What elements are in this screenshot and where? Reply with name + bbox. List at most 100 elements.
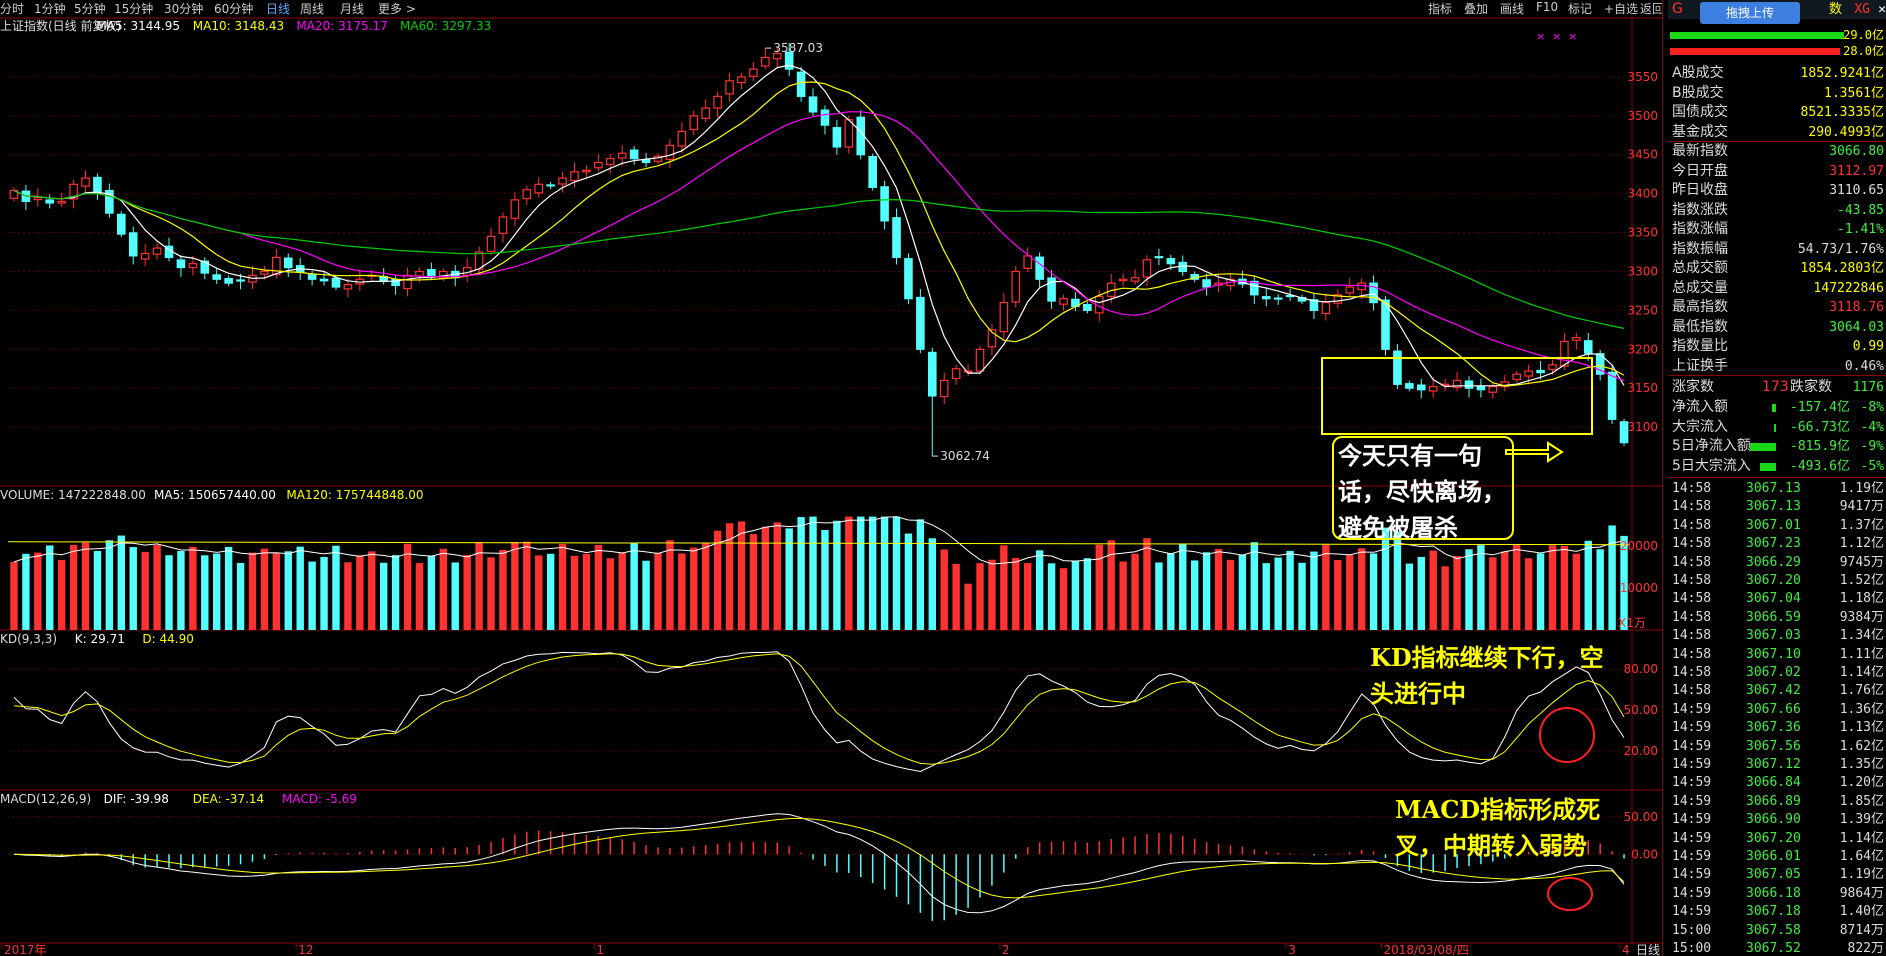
candle-body bbox=[1476, 385, 1486, 391]
annotation-marks: 3587.03 3062.74 × × × bbox=[765, 30, 1595, 911]
volume-bar bbox=[475, 542, 483, 630]
volume-bar bbox=[22, 553, 30, 630]
volume-bar bbox=[1560, 546, 1569, 630]
tick-row: 14:59 3067.66 1.36亿 bbox=[1668, 701, 1886, 719]
tab-period[interactable]: 周线 bbox=[300, 2, 325, 16]
volume-bar bbox=[391, 555, 400, 630]
flow-row: 净流入额 -157.4亿 -8% bbox=[1668, 398, 1886, 417]
info-label: 最高指数 bbox=[1672, 299, 1728, 315]
candle-body bbox=[1250, 280, 1259, 296]
candle-body bbox=[534, 183, 544, 194]
candle-body bbox=[45, 199, 55, 204]
volume-bar bbox=[1429, 550, 1437, 630]
y-tick-label: 3300 bbox=[1627, 264, 1658, 278]
tick-time: 14:59 bbox=[1672, 812, 1712, 828]
info-row: B股成交 1.3561亿 bbox=[1668, 84, 1886, 103]
x-tick-label: 2018/03/08/四 bbox=[1384, 943, 1469, 956]
candle-body bbox=[188, 263, 198, 269]
candle-body bbox=[343, 284, 353, 290]
tick-row: 14:59 3066.84 1.20亿 bbox=[1668, 774, 1886, 792]
bar-fill bbox=[1670, 48, 1840, 55]
tool-button[interactable]: 画线 bbox=[1500, 2, 1525, 16]
candle-body bbox=[1500, 381, 1510, 388]
tool-button[interactable]: F10 bbox=[1536, 0, 1559, 14]
volume-bar bbox=[415, 563, 424, 630]
tick-volume: 8714万 bbox=[1839, 922, 1884, 938]
volume-bar bbox=[141, 551, 149, 630]
volume-bar bbox=[535, 555, 543, 630]
volume-bars bbox=[7, 516, 1631, 630]
volume-bar bbox=[1393, 531, 1402, 630]
candle-body bbox=[784, 51, 794, 70]
candle-body bbox=[1405, 383, 1414, 389]
tick-price: 3067.18 bbox=[1746, 904, 1801, 920]
candle-body bbox=[880, 186, 889, 222]
tab-period[interactable]: 分时 bbox=[0, 2, 25, 16]
tool-button[interactable]: 标记 bbox=[1568, 2, 1593, 16]
tick-time: 14:59 bbox=[1672, 793, 1712, 809]
info-label: 总成交额 bbox=[1672, 260, 1728, 276]
chart-canvas[interactable]: 3100 3150 3200 3250 3300 3350 3400 3450 3500 3550… bbox=[0, 0, 1663, 956]
tick-time: 14:58 bbox=[1672, 591, 1712, 607]
info-row: 今日开盘 3112.97 bbox=[1668, 162, 1886, 181]
candle-body bbox=[1572, 337, 1581, 341]
tick-row: 14:58 3066.29 9745万 bbox=[1668, 554, 1886, 572]
tick-volume: 1.14亿 bbox=[1839, 830, 1884, 846]
tick-price: 3067.10 bbox=[1746, 646, 1801, 662]
volume-bar bbox=[451, 562, 459, 630]
volume-bar bbox=[678, 553, 686, 630]
candle-body bbox=[510, 199, 520, 219]
tool-button[interactable]: 叠加 bbox=[1464, 2, 1489, 16]
candle-body bbox=[403, 274, 412, 290]
tick-volume: 9417万 bbox=[1839, 499, 1884, 515]
candle-body bbox=[9, 189, 19, 199]
kd-lines bbox=[13, 651, 1625, 773]
info-value: 8521.3335亿 bbox=[1800, 105, 1884, 120]
tick-price: 3066.59 bbox=[1746, 609, 1801, 625]
tab-period[interactable]: 15分钟 bbox=[114, 2, 154, 16]
volume-bar bbox=[1572, 553, 1581, 630]
tick-time: 14:59 bbox=[1672, 849, 1712, 864]
candle-body bbox=[105, 189, 114, 214]
volume-bar bbox=[1012, 557, 1020, 630]
tool-button[interactable]: 指标 bbox=[1428, 2, 1453, 16]
info-row: 最高指数 3118.76 bbox=[1668, 298, 1886, 317]
macd-dea-label: DEA: -37.14 bbox=[193, 792, 264, 806]
volume-bar bbox=[1453, 555, 1461, 630]
candle-body bbox=[808, 96, 818, 113]
volume-bar bbox=[570, 555, 579, 630]
tab-period[interactable]: 日线 bbox=[266, 2, 291, 16]
info-value: 54.73/1.76% bbox=[1797, 241, 1884, 257]
tab-period[interactable]: 5分钟 bbox=[74, 2, 106, 16]
info-row: 国债成交 8521.3335亿 bbox=[1668, 103, 1886, 122]
candle-body bbox=[796, 71, 806, 97]
tool-button[interactable]: +自选 bbox=[1604, 2, 1639, 16]
volume-bar bbox=[1250, 542, 1259, 630]
tool-button[interactable]: 返回 bbox=[1640, 2, 1665, 16]
volume-tick-label: 20000 bbox=[1620, 539, 1658, 553]
tab-period[interactable]: 更多 > bbox=[378, 2, 416, 16]
candle-body bbox=[1059, 298, 1068, 305]
candle-body bbox=[1548, 364, 1557, 371]
tick-row: 14:59 3066.90 1.39亿 bbox=[1668, 811, 1886, 829]
candle-body bbox=[176, 259, 186, 269]
volume-bar bbox=[403, 543, 412, 630]
flow-pct: -4% bbox=[1860, 419, 1884, 435]
candle-body bbox=[677, 130, 687, 147]
upload-button[interactable]: 拖拽上传 bbox=[1700, 2, 1800, 24]
candle-body bbox=[224, 278, 233, 284]
tab-period[interactable]: 1分钟 bbox=[34, 2, 66, 16]
kd-k-label: K: 29.71 bbox=[75, 632, 125, 646]
tab-period[interactable]: 60分钟 bbox=[214, 2, 254, 16]
tab-period[interactable]: 30分钟 bbox=[164, 2, 204, 16]
candle-body bbox=[1345, 286, 1355, 294]
axis-labels: 3100 3150 3200 3250 3300 3350 3400 3450 3500 3550… bbox=[0, 18, 1660, 956]
tick-volume: 1.52亿 bbox=[1839, 573, 1884, 588]
tick-volume: 1.14亿 bbox=[1839, 665, 1884, 680]
candle-body bbox=[498, 216, 508, 234]
candle-body bbox=[272, 256, 281, 276]
tab-period[interactable]: 月线 bbox=[340, 2, 365, 16]
candle-body bbox=[832, 127, 842, 148]
info-label: 国债成交 bbox=[1672, 104, 1728, 120]
macd-tick-label: 0.00 bbox=[1631, 847, 1658, 861]
